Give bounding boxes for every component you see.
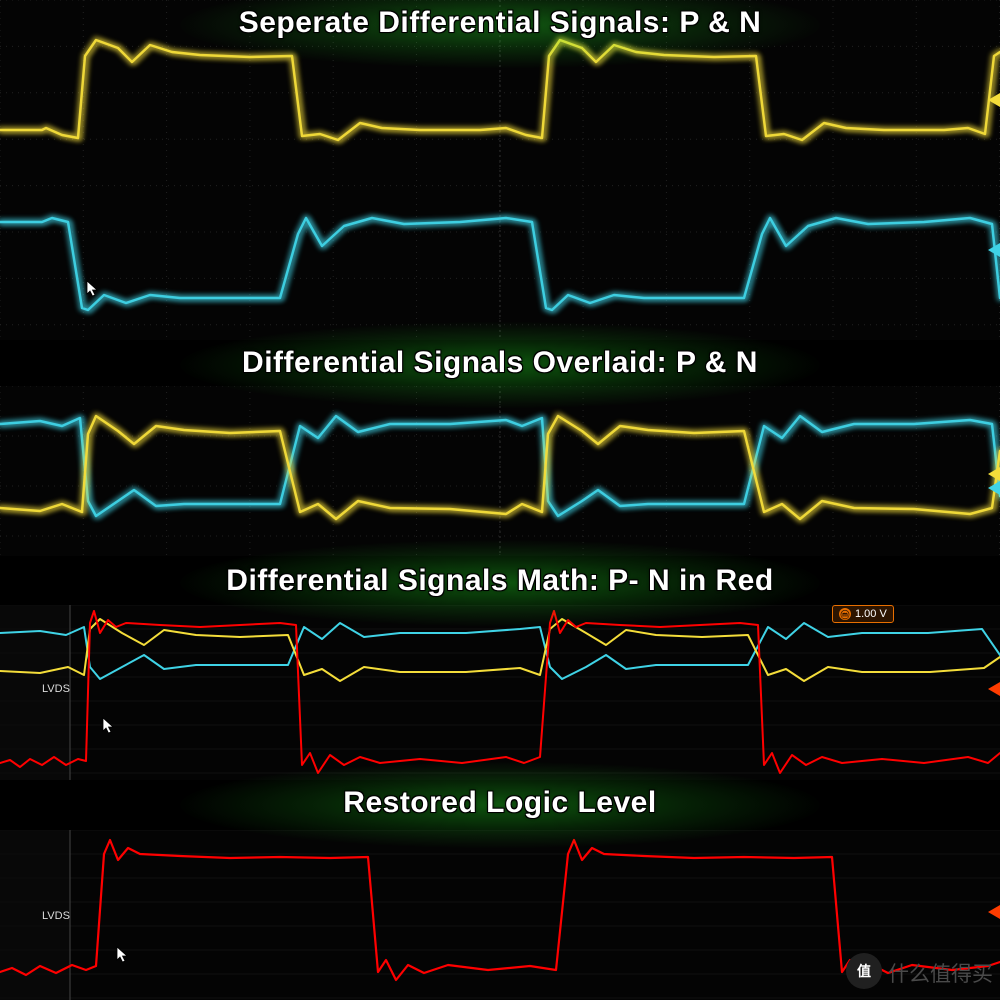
math-scale-badge: ⓜ 1.00 V [832,605,894,623]
math-channel-icon: ⓜ [839,608,851,620]
ref-marker-cyan [988,243,1000,257]
watermark-logo: 值 [846,953,882,989]
panel-title-restored: Restored Logic Level [0,786,1000,820]
panel-separate-signals [0,0,1000,340]
scope-plot-overlaid [0,386,1000,556]
ref-marker-yellow [988,93,1000,107]
panel-overlaid-signals [0,386,1000,556]
scope-plot-separate [0,0,1000,340]
ref-marker-red [988,682,1000,696]
math-scale-value: 1.00 V [855,608,887,620]
lvds-label: LVDS [42,910,70,922]
panel-title-overlaid: Differential Signals Overlaid: P & N [0,346,1000,380]
panel-title-math: Differential Signals Math: P- N in Red [0,564,1000,598]
lvds-label: LVDS [42,683,70,695]
panel-math-signals [0,605,1000,780]
ref-marker-yellow [988,467,1000,481]
ref-marker-cyan [988,481,1000,495]
watermark-text: 什么值得买 [888,958,993,988]
scope-plot-math [0,605,1000,780]
ref-marker-red [988,905,1000,919]
